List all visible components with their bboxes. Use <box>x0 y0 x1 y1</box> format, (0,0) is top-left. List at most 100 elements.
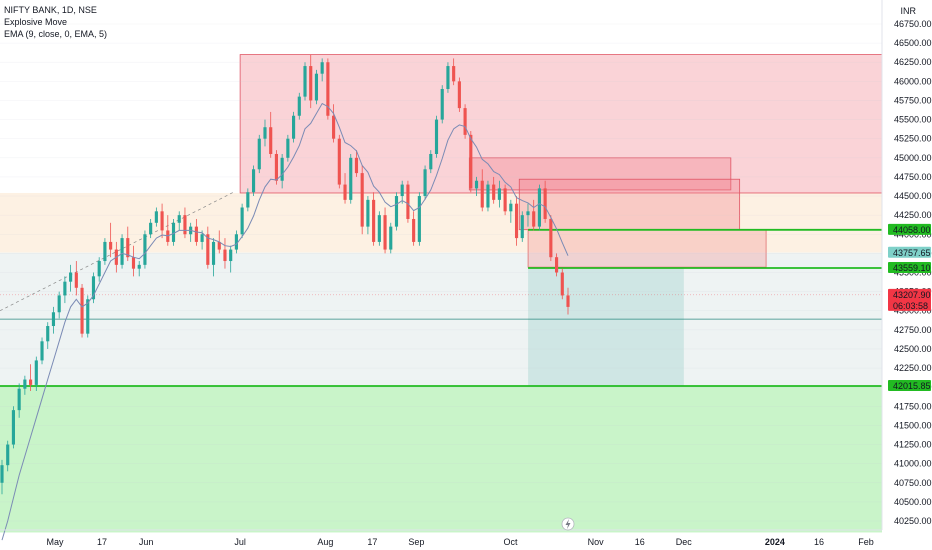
candle-body[interactable] <box>537 188 541 227</box>
candle-body[interactable] <box>337 138 341 185</box>
candle-body[interactable] <box>97 261 101 277</box>
candle-body[interactable] <box>0 465 4 483</box>
candle-body[interactable] <box>91 276 96 300</box>
candle-body[interactable] <box>246 192 250 208</box>
candle-body[interactable] <box>440 88 444 120</box>
candle-body[interactable] <box>343 184 347 200</box>
candle-body[interactable] <box>377 215 381 242</box>
candle-body[interactable] <box>566 295 570 307</box>
candle-body[interactable] <box>360 173 364 227</box>
candle-body[interactable] <box>366 199 370 227</box>
candle-body[interactable] <box>383 215 387 250</box>
candle-body[interactable] <box>452 66 456 82</box>
candle-body[interactable] <box>229 249 233 262</box>
candle-body[interactable] <box>6 444 10 466</box>
candle-body[interactable] <box>406 184 410 219</box>
candle-body[interactable] <box>543 188 547 219</box>
candle-body[interactable] <box>423 169 427 197</box>
candle-body[interactable] <box>326 62 330 116</box>
candle-body[interactable] <box>257 138 261 170</box>
candle-body[interactable] <box>120 238 124 265</box>
candle-body[interactable] <box>211 241 216 265</box>
candle-body[interactable] <box>63 281 67 296</box>
candle-body[interactable] <box>412 218 416 242</box>
candle-body[interactable] <box>23 379 27 389</box>
candle-body[interactable] <box>389 226 393 250</box>
candle-body[interactable] <box>332 115 336 139</box>
candle-body[interactable] <box>549 218 553 258</box>
candle-body[interactable] <box>154 211 158 223</box>
candle-body[interactable] <box>46 326 50 342</box>
candle-body[interactable] <box>526 211 530 216</box>
candle-body[interactable] <box>320 62 324 74</box>
candle-body[interactable] <box>17 388 21 411</box>
candle-body[interactable] <box>400 184 404 197</box>
candle-body[interactable] <box>503 188 507 212</box>
candle-body[interactable] <box>240 207 244 235</box>
y-axis-tick-label: 40250.00 <box>894 516 932 526</box>
candle-body[interactable] <box>509 203 513 212</box>
candle-body[interactable] <box>429 153 433 170</box>
candle-body[interactable] <box>194 226 198 242</box>
candle-body[interactable] <box>372 199 376 242</box>
candle-body[interactable] <box>217 241 221 250</box>
candle-body[interactable] <box>292 115 296 139</box>
candle-body[interactable] <box>109 241 113 250</box>
candle-body[interactable] <box>40 341 44 361</box>
candle-body[interactable] <box>532 211 536 227</box>
candle-body[interactable] <box>486 184 490 208</box>
candle-body[interactable] <box>80 287 84 334</box>
candle-body[interactable] <box>69 272 73 282</box>
candle-body[interactable] <box>149 222 153 235</box>
candle-body[interactable] <box>514 203 519 239</box>
candle-body[interactable] <box>303 66 307 97</box>
candle-body[interactable] <box>200 234 204 242</box>
candle-body[interactable] <box>137 264 141 269</box>
candle-body[interactable] <box>457 81 461 109</box>
candle-body[interactable] <box>86 299 90 334</box>
candle-body[interactable] <box>57 295 61 313</box>
candle-body[interactable] <box>143 234 147 265</box>
candle-body[interactable] <box>11 410 16 445</box>
candle-body[interactable] <box>29 379 33 385</box>
candle-body[interactable] <box>183 215 187 235</box>
candle-body[interactable] <box>206 234 210 265</box>
candle-body[interactable] <box>474 180 479 189</box>
candle-body[interactable] <box>469 134 473 189</box>
candle-body[interactable] <box>417 196 421 242</box>
candle-body[interactable] <box>34 360 38 385</box>
candle-body[interactable] <box>560 272 564 296</box>
candle-body[interactable] <box>103 241 107 262</box>
candle-body[interactable] <box>492 184 496 200</box>
candle-body[interactable] <box>251 169 256 193</box>
candle-body[interactable] <box>131 257 136 269</box>
candle-body[interactable] <box>234 234 238 250</box>
candle-body[interactable] <box>309 66 313 101</box>
candle-body[interactable] <box>74 272 78 288</box>
candle-body[interactable] <box>446 66 450 89</box>
candle-body[interactable] <box>171 222 176 242</box>
candle-body[interactable] <box>51 312 56 327</box>
candle-body[interactable] <box>269 127 273 154</box>
candle-body[interactable] <box>263 127 267 139</box>
candle-body[interactable] <box>554 257 559 273</box>
candle-body[interactable] <box>126 238 130 258</box>
candle-body[interactable] <box>394 196 399 227</box>
candle-body[interactable] <box>349 157 353 200</box>
candle-body[interactable] <box>497 188 501 200</box>
candle-body[interactable] <box>160 211 164 231</box>
candle-body[interactable] <box>463 108 467 135</box>
candle-body[interactable] <box>354 157 359 174</box>
candle-body[interactable] <box>223 249 227 262</box>
candle-body[interactable] <box>280 157 284 181</box>
candle-body[interactable] <box>286 138 290 158</box>
candle-body[interactable] <box>480 180 484 208</box>
candle-body[interactable] <box>297 96 301 116</box>
candle-body[interactable] <box>520 215 524 239</box>
candle-body[interactable] <box>274 153 278 181</box>
candle-body[interactable] <box>434 119 439 154</box>
candle-body[interactable] <box>177 215 181 223</box>
candle-body[interactable] <box>314 73 319 101</box>
